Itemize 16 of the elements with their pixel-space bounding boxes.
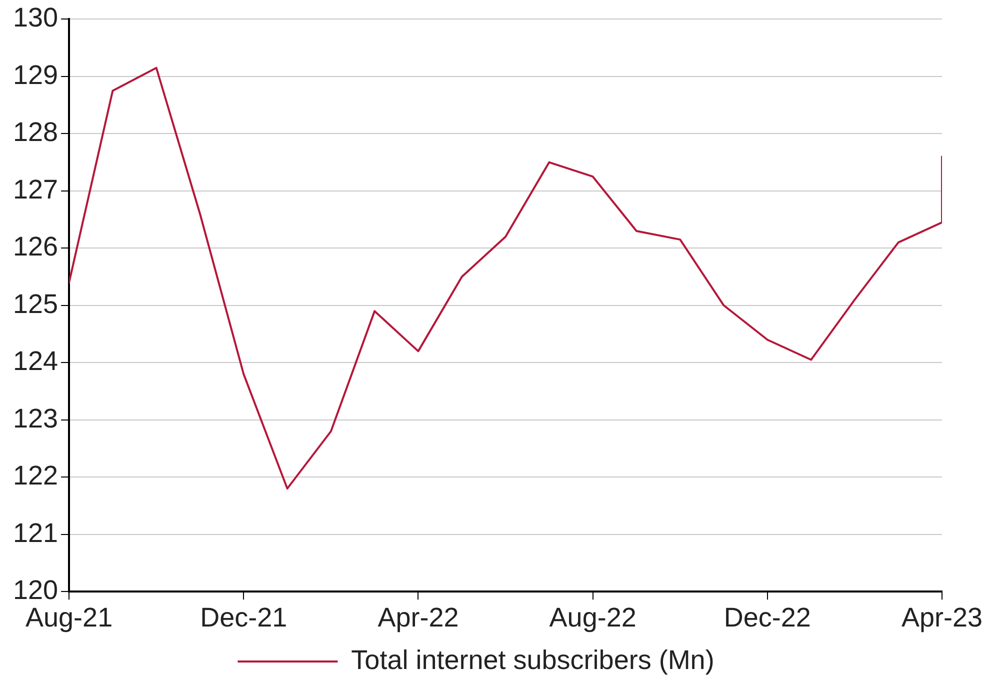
- y-tick-label: 128: [12, 117, 58, 148]
- y-tick-label: 124: [12, 346, 58, 376]
- x-tick-label: Dec-21: [200, 602, 288, 632]
- y-tick-label: 126: [12, 232, 58, 262]
- y-tick-label: 122: [12, 460, 58, 491]
- legend-label: Total internet subscribers (Mn): [351, 644, 714, 675]
- y-tick-label: 127: [12, 174, 58, 204]
- x-tick-label: Aug-22: [549, 602, 636, 632]
- x-tick-label: Apr-22: [378, 602, 459, 632]
- y-tick-label: 129: [12, 60, 58, 90]
- y-tick-label: 130: [12, 2, 58, 33]
- x-tick-label: Apr-23: [901, 602, 983, 632]
- y-tick-label: 121: [12, 518, 58, 548]
- y-tick-label: 123: [12, 403, 58, 434]
- x-tick-label: Dec-22: [724, 602, 811, 632]
- y-tick-label: 125: [12, 288, 58, 319]
